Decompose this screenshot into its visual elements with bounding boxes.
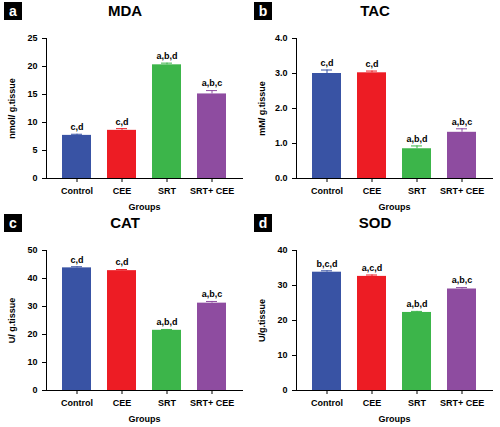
svg-text:nmol/ g.tissue: nmol/ g.tissue [7,78,17,139]
svg-text:c,d: c,d [320,58,333,68]
svg-text:Groups: Groups [128,414,160,424]
svg-text:b,c,d: b,c,d [316,259,337,269]
svg-text:Control: Control [311,186,343,196]
svg-text:CEE: CEE [363,398,382,408]
html-text:SOD: SOD [358,214,392,231]
svg-text:40: 40 [27,273,37,283]
svg-text:c,d: c,d [365,59,378,69]
svg-text:c,d: c,d [115,257,128,267]
svg-text:mM/ g.tissue: mM/ g.tissue [257,81,267,136]
svg-text:SRT: SRT [158,398,177,408]
svg-text:0.0: 0.0 [275,173,288,183]
svg-text:3.0: 3.0 [275,68,288,78]
svg-text:a,b,c: a,b,c [452,117,473,127]
svg-text:SRT: SRT [408,398,427,408]
svg-text:10: 10 [277,350,287,360]
svg-text:2.0: 2.0 [275,103,288,113]
svg-text:SRT+ CEE: SRT+ CEE [190,186,234,196]
svg-text:a,b,d: a,b,d [406,134,427,144]
svg-text:4.0: 4.0 [275,33,288,43]
svg-text:SRT: SRT [158,186,177,196]
svg-text:20: 20 [27,61,37,71]
svg-text:20: 20 [277,315,287,325]
svg-text:20: 20 [27,329,37,339]
html-text:d: d [258,215,268,231]
svg-text:SRT+ CEE: SRT+ CEE [440,186,484,196]
svg-text:Groups: Groups [378,414,410,424]
svg-text:30: 30 [27,301,37,311]
svg-text:40: 40 [277,245,287,255]
svg-text:Control: Control [61,186,93,196]
html-text:c: c [9,215,17,231]
html-text:MDA: MDA [107,2,143,19]
svg-text:CEE: CEE [113,186,132,196]
svg-text:a,c,d: a,c,d [362,263,383,273]
svg-text:Groups: Groups [128,202,160,212]
svg-text:CEE: CEE [363,186,382,196]
svg-text:CEE: CEE [113,398,132,408]
svg-text:a,b,d: a,b,d [156,317,177,327]
svg-text:a,b,c: a,b,c [202,289,223,299]
svg-text:Control: Control [311,398,343,408]
svg-text:0: 0 [282,385,287,395]
svg-text:c,d: c,d [70,122,83,132]
svg-text:5: 5 [32,145,37,155]
svg-text:SRT: SRT [408,186,427,196]
svg-text:50: 50 [27,245,37,255]
svg-text:15: 15 [27,89,37,99]
html-text:b: b [258,3,268,19]
html-text:CAT: CAT [110,214,140,231]
svg-text:30: 30 [277,280,287,290]
svg-text:10: 10 [27,117,37,127]
html-text:a: a [9,3,17,19]
svg-text:SRT+ CEE: SRT+ CEE [440,398,484,408]
svg-text:a,b,c: a,b,c [452,275,473,285]
svg-text:1.0: 1.0 [275,138,288,148]
svg-text:SRT+ CEE: SRT+ CEE [190,398,234,408]
svg-text:a,b,d: a,b,d [406,299,427,309]
svg-text:0: 0 [32,385,37,395]
html-text:TAC: TAC [360,2,390,19]
svg-text:a,b,c: a,b,c [202,78,223,88]
svg-text:U/ g.tissue: U/ g.tissue [7,298,17,344]
svg-text:Groups: Groups [378,202,410,212]
svg-text:c,d: c,d [70,255,83,265]
svg-text:10: 10 [27,357,37,367]
svg-text:0: 0 [32,173,37,183]
svg-text:c,d: c,d [115,117,128,127]
svg-text:a,b,d: a,b,d [156,51,177,61]
svg-text:25: 25 [27,33,37,43]
svg-text:Control: Control [61,398,93,408]
svg-text:U/g.tissue: U/g.tissue [257,299,267,342]
